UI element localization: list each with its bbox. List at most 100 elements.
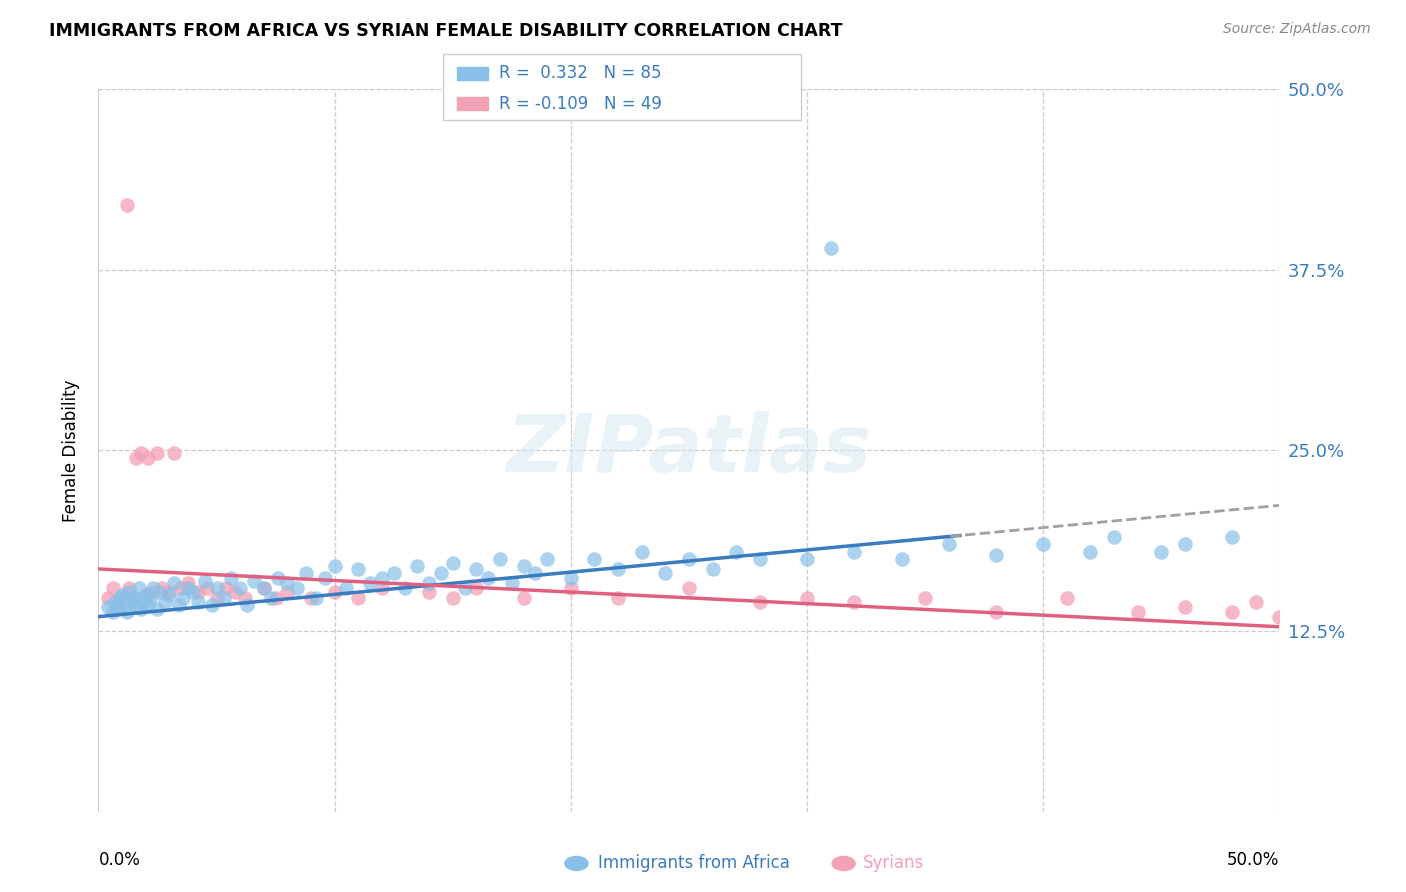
Point [512,559,534,574]
Point [654,566,676,581]
Point [583,551,606,566]
Point [118,581,141,595]
Point [135,588,157,602]
Point [347,591,370,605]
Point [170,581,193,595]
Point [702,562,724,576]
Point [125,450,148,465]
Point [260,591,283,605]
Point [219,571,242,585]
Text: ZIPatlas: ZIPatlas [506,411,872,490]
Point [146,446,169,460]
Text: IMMIGRANTS FROM AFRICA VS SYRIAN FEMALE DISABILITY CORRELATION CHART: IMMIGRANTS FROM AFRICA VS SYRIAN FEMALE … [49,22,842,40]
Point [1056,591,1078,605]
Point [607,562,630,576]
Point [914,591,936,605]
Point [224,585,246,599]
Point [536,551,558,566]
Point [177,581,200,595]
Point [233,591,256,605]
Point [285,581,308,595]
Point [305,591,328,605]
Point [512,591,534,605]
Point [938,537,960,551]
Point [172,591,194,605]
Point [678,581,700,595]
Text: R = -0.109   N = 49: R = -0.109 N = 49 [499,95,662,112]
Point [212,591,235,605]
Point [128,581,150,595]
Point [201,598,224,612]
Point [323,585,346,599]
Point [194,574,217,588]
Point [121,595,143,609]
Point [725,544,748,558]
Point [560,571,582,585]
Point [149,585,172,599]
Point [150,581,173,595]
Point [132,595,155,609]
Point [477,571,499,585]
Point [253,581,276,595]
Point [678,551,700,566]
Point [115,198,138,212]
Point [453,581,475,595]
Point [195,581,218,595]
Point [205,581,228,595]
Point [142,581,165,595]
Point [163,446,186,460]
Point [135,588,157,602]
Text: 0.0%: 0.0% [98,852,141,870]
Point [323,559,346,574]
Point [371,571,394,585]
Point [607,591,630,605]
Point [236,598,259,612]
Text: Immigrants from Africa: Immigrants from Africa [598,855,789,872]
Point [1220,530,1243,544]
Point [314,571,336,585]
Point [1268,609,1291,624]
Point [111,588,134,602]
Point [295,566,318,581]
Y-axis label: Female Disability: Female Disability [62,379,80,522]
Point [347,562,370,576]
Point [215,581,238,595]
Text: Syrians: Syrians [863,855,925,872]
Point [264,591,287,605]
Point [276,585,298,599]
Point [796,591,818,605]
Point [139,591,162,605]
Point [489,551,512,566]
Point [1244,595,1267,609]
Point [115,605,138,619]
Point [1150,544,1173,558]
Point [418,585,440,599]
Point [181,585,204,599]
Point [105,602,128,616]
Point [122,591,145,605]
Point [253,581,276,595]
Point [1220,605,1243,619]
Point [153,595,176,609]
Point [129,446,152,460]
Point [136,450,159,465]
Point [371,581,394,595]
Point [105,599,128,614]
Point [984,548,1007,562]
Point [890,551,912,566]
Point [101,605,124,619]
Point [157,585,180,599]
Point [97,591,120,605]
Point [1126,605,1149,619]
Text: Source: ZipAtlas.com: Source: ZipAtlas.com [1223,22,1371,37]
Point [1174,599,1197,614]
Point [136,598,159,612]
Point [418,576,440,591]
Point [229,581,252,595]
Point [125,599,148,614]
Point [187,585,209,599]
Point [844,544,866,558]
Point [465,581,488,595]
Point [108,591,131,605]
Point [142,585,165,599]
